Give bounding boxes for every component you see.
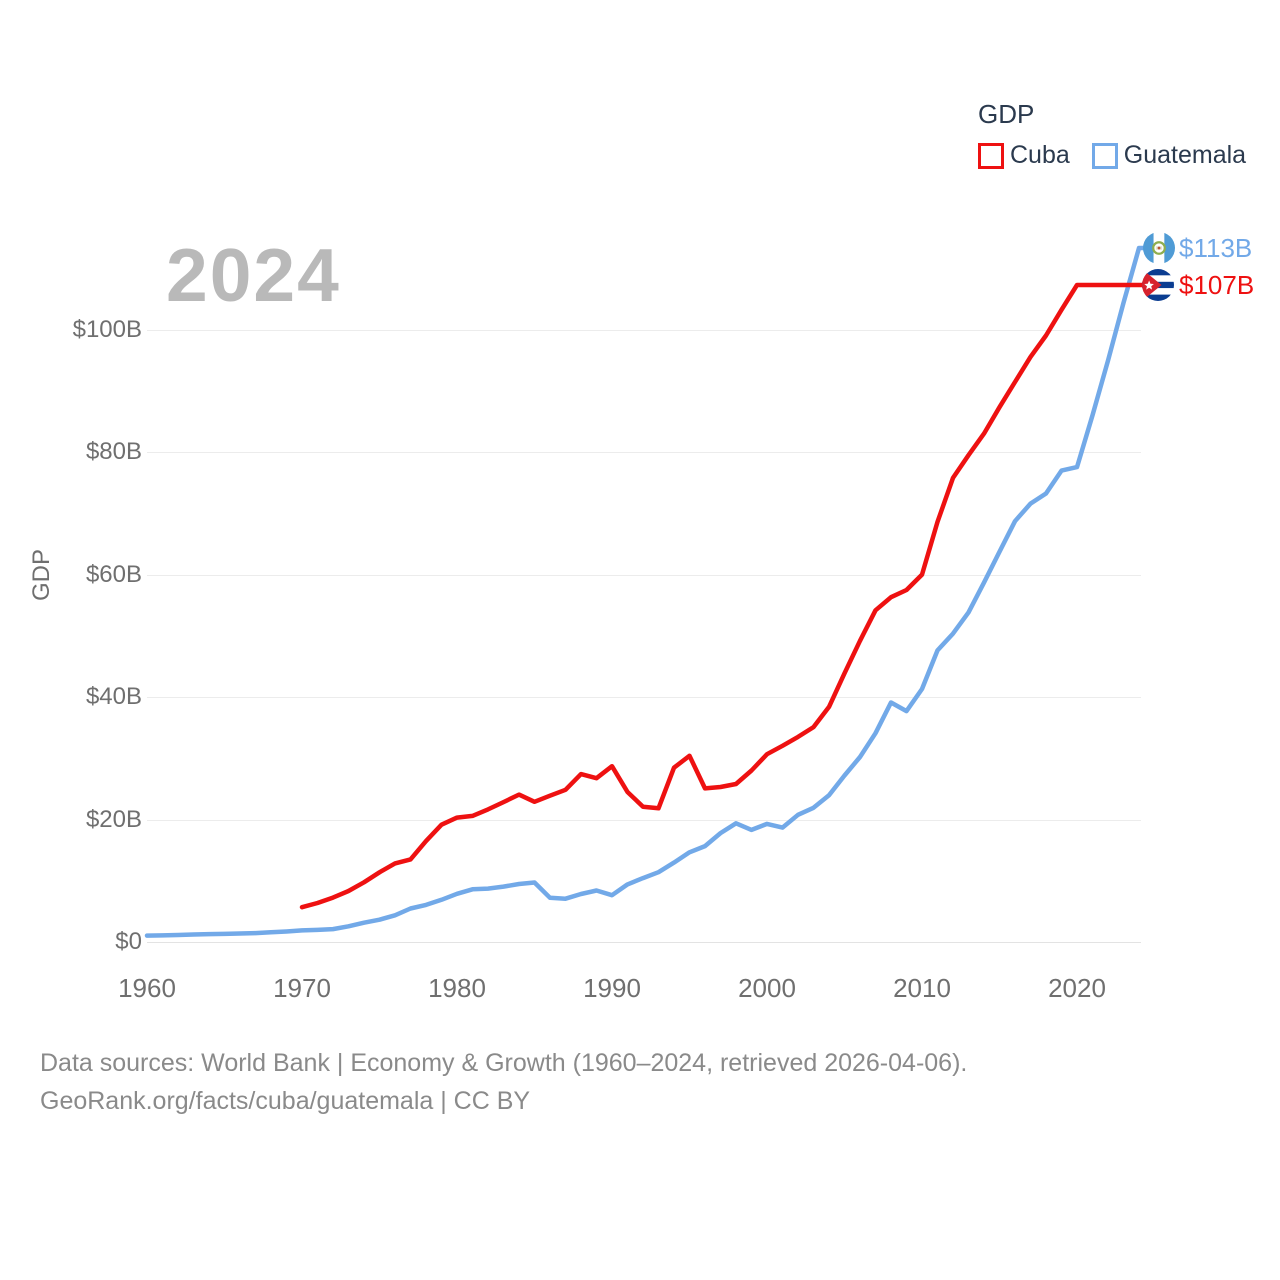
- year-watermark: 2024: [166, 233, 341, 317]
- legend-label-cuba: Cuba: [1010, 141, 1070, 169]
- ytick-60b: $60B: [85, 561, 142, 588]
- xtick-1990: 1990: [583, 973, 641, 1003]
- plot-area: [144, 245, 1154, 938]
- gridline-100b: [147, 330, 1141, 331]
- legend: GDP Cuba Guatemala: [978, 99, 1246, 170]
- legend-item-guatemala: Guatemala: [1091, 141, 1247, 170]
- legend-items: Cuba Guatemala: [978, 141, 1246, 170]
- guatemala-end-label: $113B: [1179, 233, 1253, 263]
- gridline-0: [147, 942, 1141, 943]
- legend-title: GDP: [978, 99, 1035, 129]
- guatemala-flag-icon: [1143, 232, 1175, 264]
- ytick-100b: $100B: [72, 316, 142, 343]
- cuba-end-label: $107B: [1179, 270, 1255, 300]
- legend-label-guatemala: Guatemala: [1123, 141, 1247, 169]
- credit-line: GeoRank.org/facts/cuba/guatemala | CC BY: [40, 1087, 531, 1115]
- guatemala-swatch-icon: [1091, 142, 1118, 169]
- gridline-20b: [147, 820, 1141, 821]
- xtick-1980: 1980: [428, 973, 486, 1003]
- cuba-swatch-icon: [978, 142, 1004, 169]
- xtick-1960: 1960: [118, 973, 176, 1003]
- ytick-80b: $80B: [85, 438, 142, 465]
- source-attribution: Data sources: World Bank | Economy & Gro…: [40, 1044, 967, 1120]
- gridline-60b: [147, 575, 1141, 576]
- xtick-2020: 2020: [1048, 973, 1106, 1003]
- gridline-80b: [147, 452, 1141, 453]
- cuba-flag-icon: [1142, 269, 1174, 301]
- cuba-line: [299, 282, 1154, 910]
- gridline-40b: [147, 697, 1141, 698]
- xtick-2000: 2000: [738, 973, 796, 1003]
- ytick-20b: $20B: [85, 806, 142, 833]
- xtick-2010: 2010: [893, 973, 951, 1003]
- source-line: Data sources: World Bank | Economy & Gro…: [40, 1049, 968, 1077]
- ytick-0: $0: [115, 928, 142, 955]
- legend-item-cuba: Cuba: [978, 141, 1070, 170]
- xtick-1970: 1970: [273, 973, 331, 1003]
- ytick-40b: $40B: [85, 683, 142, 710]
- guatemala-line: [144, 245, 1154, 938]
